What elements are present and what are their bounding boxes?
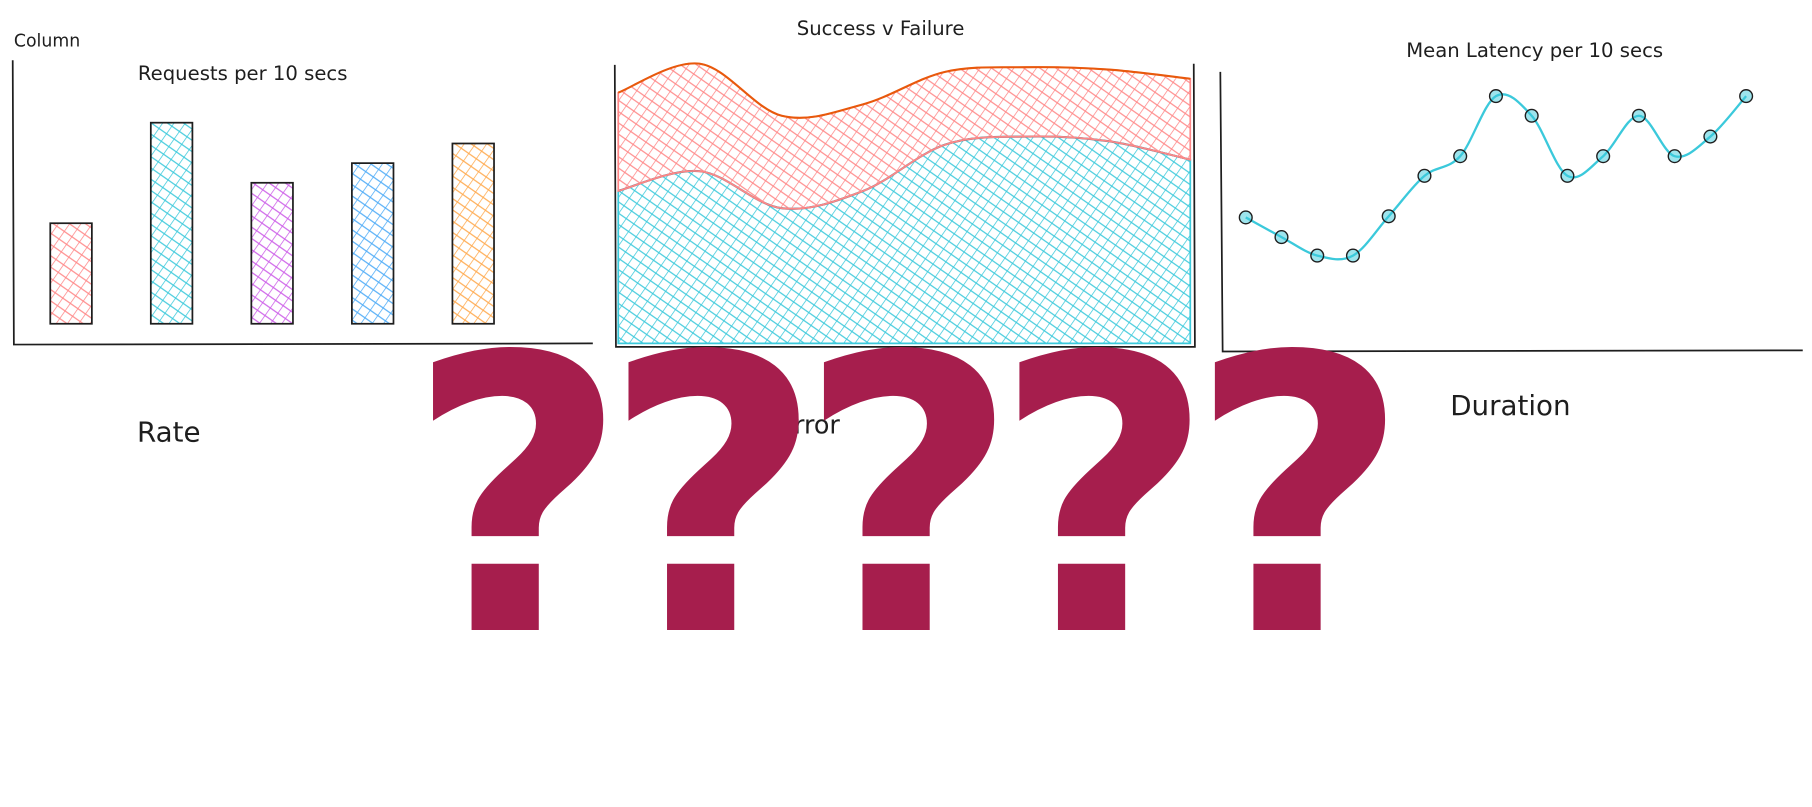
marker [1453, 149, 1468, 164]
marker [1238, 210, 1253, 225]
bar-fill [251, 182, 293, 324]
marks [49, 62, 1754, 345]
bar [149, 121, 194, 325]
chart-title: Mean Latency per 10 secs [1406, 39, 1663, 62]
marker [1274, 230, 1289, 245]
bar-fill [452, 143, 495, 324]
marker [1667, 149, 1682, 164]
area-edge [617, 62, 1191, 119]
bar-fill [150, 122, 193, 324]
bar [351, 162, 395, 325]
marker [1739, 89, 1754, 104]
duration-label: Duration [1450, 389, 1570, 422]
bar [250, 181, 294, 325]
rate-label: Rate [137, 416, 201, 449]
marker [1345, 248, 1361, 263]
area-axes [613, 63, 1196, 348]
line [1245, 93, 1747, 261]
bar-fill [351, 163, 394, 324]
column-label: Column [14, 31, 80, 51]
bar-fill [50, 223, 92, 324]
marker [1524, 108, 1539, 123]
bar-axes [11, 60, 593, 346]
bar [49, 222, 93, 325]
error-label: Error [778, 410, 840, 440]
question-marks: ????? [407, 276, 1410, 720]
marker [1488, 89, 1503, 104]
marker [1703, 129, 1718, 144]
marker [1381, 209, 1396, 224]
marker [1596, 149, 1611, 164]
chart-title: Requests per 10 secs [138, 62, 348, 85]
line-axes [1219, 71, 1803, 353]
marker [1560, 168, 1575, 183]
marker [1631, 108, 1646, 123]
bar [451, 142, 495, 325]
chart-title: Success v Failure [797, 17, 965, 40]
marker [1417, 168, 1432, 183]
marker [1310, 248, 1325, 263]
